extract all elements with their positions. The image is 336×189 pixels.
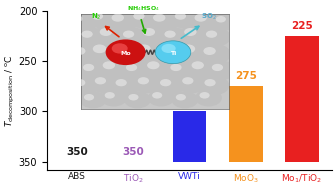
Text: 225: 225: [291, 21, 313, 31]
Text: 275: 275: [235, 71, 257, 81]
Bar: [172, 111, 206, 162]
Bar: [229, 86, 263, 162]
Text: 350: 350: [66, 146, 88, 156]
Y-axis label: $T_{\rm decomposition}$ / $^{\rm o}$C: $T_{\rm decomposition}$ / $^{\rm o}$C: [4, 54, 17, 127]
Text: 350: 350: [122, 146, 144, 156]
Bar: [285, 36, 319, 162]
Text: 300: 300: [178, 96, 200, 106]
